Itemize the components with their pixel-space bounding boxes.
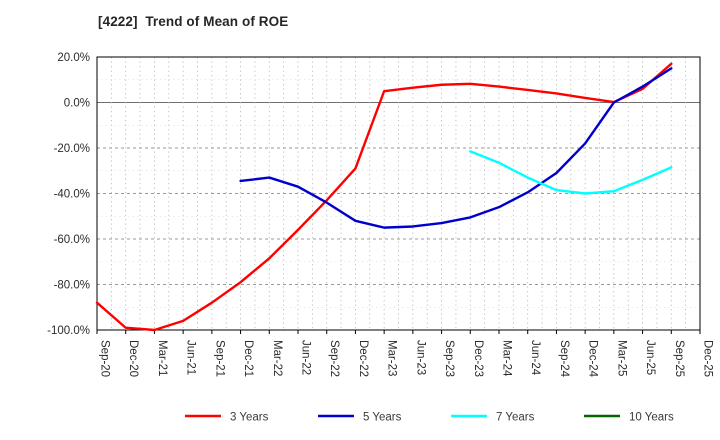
series-line-5-years xyxy=(239,67,673,229)
legend-item[interactable]: 5 Years xyxy=(318,412,402,424)
y-axis-labels: 20.0% 0.0% -20.0% -40.0% -60.0% -80.0% -100.0% xyxy=(47,52,90,337)
y-axis-tick-label: -80.0% xyxy=(54,280,90,292)
series-group xyxy=(95,62,673,332)
x-axis-tick-label: Sep-23 xyxy=(443,340,455,377)
x-axis-tick-label: Dec-22 xyxy=(357,340,369,377)
y-axis-tick-label: 0.0% xyxy=(64,98,90,110)
y-axis-tick-label: -100.0% xyxy=(47,325,90,337)
legend-label: 5 Years xyxy=(363,412,402,424)
x-axis-tick-label: Dec-21 xyxy=(242,340,254,377)
x-axis-tick-label: Jun-23 xyxy=(414,340,426,375)
x-axis-tick-label: Sep-24 xyxy=(558,340,570,378)
x-axis-tick-label: Dec-20 xyxy=(127,340,139,377)
legend-item[interactable]: 10 Years xyxy=(584,412,674,424)
legend-label: 10 Years xyxy=(629,412,674,424)
x-axis-tick-label: Dec-23 xyxy=(472,340,484,377)
gridlines xyxy=(96,56,701,331)
chart-legend: 3 Years 5 Years 7 Years 10 Years xyxy=(185,412,674,424)
x-axis-tick-label: Sep-22 xyxy=(328,340,340,377)
x-axis-tick-label: Jun-25 xyxy=(644,340,656,375)
x-axis-tick-label: Sep-25 xyxy=(673,340,685,377)
x-axis-tick-label: Mar-21 xyxy=(156,340,168,376)
x-axis-labels: Sep-20 Dec-20 Mar-21 Jun-21 Sep-21 Dec-21 Mar-… xyxy=(96,330,714,378)
page-title: [4222] Trend of Mean of ROE xyxy=(98,14,289,29)
plot-area-border xyxy=(96,56,701,331)
x-axis-tick-label: Sep-20 xyxy=(99,340,111,377)
legend-item[interactable]: 7 Years xyxy=(451,412,535,424)
x-axis-tick-label: Sep-21 xyxy=(213,340,225,377)
y-axis-tick-label: -60.0% xyxy=(54,234,90,246)
x-axis-tick-label: Mar-23 xyxy=(386,340,398,376)
y-axis-tick-label: 20.0% xyxy=(57,52,90,64)
x-axis-tick-label: Jun-24 xyxy=(529,340,541,376)
legend-item[interactable]: 3 Years xyxy=(185,412,269,424)
x-axis-tick-label: Mar-22 xyxy=(271,340,283,376)
legend-label: 7 Years xyxy=(496,412,535,424)
x-axis-tick-label: Jun-22 xyxy=(300,340,312,375)
series-line-3-years xyxy=(95,62,673,332)
series-line-7-years xyxy=(469,150,673,195)
x-axis-tick-label: Jun-21 xyxy=(185,340,197,375)
x-axis-tick-label: Mar-24 xyxy=(501,340,513,377)
x-axis-tick-label: Dec-25 xyxy=(702,340,714,377)
legend-label: 3 Years xyxy=(230,412,269,424)
x-axis-tick-label: Mar-25 xyxy=(615,340,627,376)
x-axis-tick-label: Dec-24 xyxy=(587,340,599,378)
y-axis-tick-label: -20.0% xyxy=(54,143,90,155)
y-axis-tick-label: -40.0% xyxy=(54,189,90,201)
